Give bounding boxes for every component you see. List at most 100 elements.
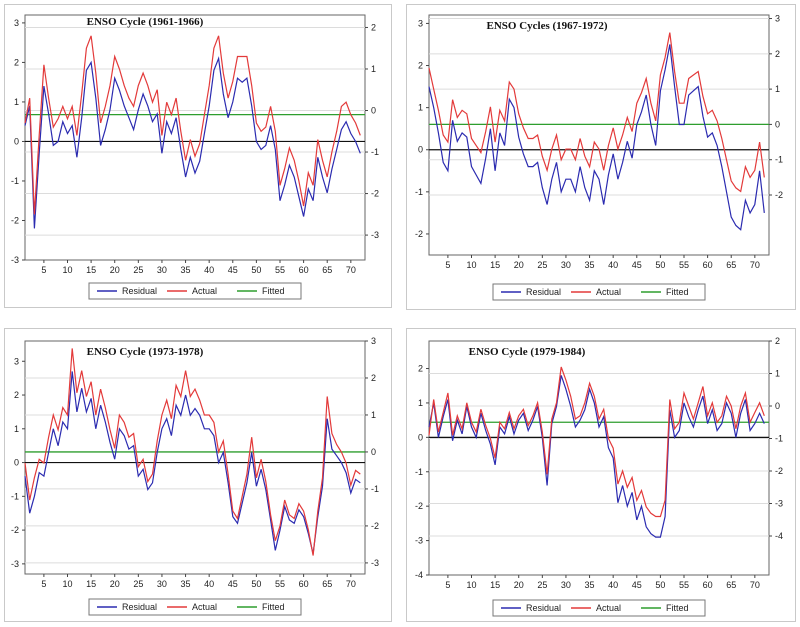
right-axis-tick-label: 0: [775, 401, 780, 411]
left-axis-tick-label: 2: [14, 390, 19, 400]
chart-title: ENSO Cycles (1967-1972): [487, 20, 608, 32]
right-axis-tick-label: -3: [371, 558, 379, 568]
x-axis-tick-label: 35: [181, 579, 191, 589]
x-axis-tick-label: 45: [228, 265, 238, 275]
x-axis-tick-label: 5: [445, 580, 450, 590]
right-axis-tick-label: -2: [371, 521, 379, 531]
left-axis-tick-label: 2: [14, 57, 19, 67]
x-axis-tick-label: 45: [228, 579, 238, 589]
x-axis-tick-label: 35: [585, 580, 595, 590]
right-axis-tick-label: -1: [371, 484, 379, 494]
right-axis-tick-label: 3: [371, 336, 376, 346]
legend: [492, 283, 706, 301]
legend-label-actual: Actual: [192, 286, 217, 296]
x-axis-tick-label: 40: [204, 265, 214, 275]
legend: [88, 282, 302, 300]
right-axis-tick-label: 0: [775, 119, 780, 129]
x-axis-tick-label: 15: [86, 579, 96, 589]
left-axis-tick-label: 1: [14, 424, 19, 434]
right-axis-tick-label: -1: [775, 155, 783, 165]
x-axis-tick-label: 60: [703, 580, 713, 590]
right-axis-tick-label: -2: [775, 190, 783, 200]
left-axis-tick-label: 0: [418, 145, 423, 155]
right-axis-tick-label: -3: [371, 230, 379, 240]
legend-label-residual: Residual: [526, 287, 561, 297]
x-axis-tick-label: 25: [133, 579, 143, 589]
residual-series-line: [24, 371, 361, 554]
chart-panel-1967-1972: -2 -1 0 1 2 3 -2 -1 0 1 2 3 5 10 15 20 25 30 35 40 45 50 55 60 6…: [406, 4, 796, 310]
x-axis-tick-label: 20: [514, 260, 524, 270]
x-axis-tick-label: 55: [275, 265, 285, 275]
x-axis-tick-label: 40: [608, 260, 618, 270]
right-axis-tick-label: -1: [775, 434, 783, 444]
right-axis-tick-label: 1: [371, 64, 376, 74]
chart-title: ENSO Cycle (1973-1978): [87, 346, 204, 358]
right-axis-tick-label: 1: [775, 84, 780, 94]
right-axis-tick-label: 2: [775, 336, 780, 346]
x-axis-tick-label: 35: [585, 260, 595, 270]
left-axis-tick-label: 2: [418, 61, 423, 71]
left-axis-tick-label: -2: [415, 229, 423, 239]
x-axis-tick-label: 30: [157, 265, 167, 275]
left-axis-tick-label: -2: [11, 525, 19, 535]
x-axis-tick-label: 5: [41, 265, 46, 275]
legend-label-actual: Actual: [596, 287, 621, 297]
left-axis-tick-label: -1: [415, 467, 423, 477]
x-axis-tick-label: 70: [346, 579, 356, 589]
x-axis-tick-label: 60: [299, 579, 309, 589]
x-axis-tick-label: 50: [655, 260, 665, 270]
x-axis-tick-label: 5: [445, 260, 450, 270]
left-axis-tick-label: -1: [415, 187, 423, 197]
legend-label-fitted: Fitted: [262, 286, 285, 296]
right-axis-tick-label: 0: [371, 447, 376, 457]
left-axis-tick-label: -2: [11, 215, 19, 225]
x-axis-tick-label: 40: [204, 579, 214, 589]
left-axis-tick-label: -3: [415, 536, 423, 546]
x-axis-tick-label: 40: [608, 580, 618, 590]
left-axis-tick-label: 3: [14, 18, 19, 28]
actual-series-line: [24, 35, 361, 215]
x-axis-tick-label: 70: [750, 260, 760, 270]
x-axis-tick-label: 10: [62, 579, 72, 589]
left-axis-tick-label: -4: [415, 570, 423, 580]
x-axis-tick-label: 30: [157, 579, 167, 589]
right-axis-tick-label: 1: [371, 410, 376, 420]
left-axis-tick-label: -3: [11, 255, 19, 265]
residual-series-line: [24, 56, 361, 229]
right-axis-tick-label: -1: [371, 147, 379, 157]
x-axis-tick-label: 35: [181, 265, 191, 275]
left-axis-tick-label: 1: [14, 97, 19, 107]
left-axis-tick-label: 1: [418, 103, 423, 113]
right-axis-tick-label: -2: [775, 466, 783, 476]
x-axis-tick-label: 50: [655, 580, 665, 590]
x-axis-tick-label: 50: [251, 579, 261, 589]
left-axis-tick-label: 3: [418, 18, 423, 28]
left-axis-tick-label: -3: [11, 559, 19, 569]
right-axis-tick-label: 2: [371, 22, 376, 32]
left-axis-tick-label: -1: [11, 176, 19, 186]
x-axis-tick-label: 65: [726, 580, 736, 590]
x-axis-tick-label: 55: [275, 579, 285, 589]
left-axis-tick-label: -1: [11, 491, 19, 501]
x-axis-tick-label: 45: [632, 260, 642, 270]
legend-label-actual: Actual: [192, 602, 217, 612]
x-axis-tick-label: 25: [537, 260, 547, 270]
x-axis-tick-label: 25: [537, 580, 547, 590]
x-axis-tick-label: 65: [726, 260, 736, 270]
x-axis-tick-label: 60: [299, 265, 309, 275]
left-axis-tick-label: 0: [14, 458, 19, 468]
x-axis-tick-label: 65: [322, 579, 332, 589]
x-axis-tick-label: 15: [86, 265, 96, 275]
x-axis-tick-label: 55: [679, 580, 689, 590]
x-axis-tick-label: 70: [346, 265, 356, 275]
legend-label-fitted: Fitted: [262, 602, 285, 612]
actual-series-line: [24, 348, 361, 556]
plot-area: [24, 340, 366, 575]
chart-panel-1973-1978: -3 -2 -1 0 1 2 3 -3 -2 -1 0 1 2 3 5 10 15 20 25 30 35 40 45 50 5…: [4, 328, 392, 622]
x-axis-tick-label: 70: [750, 580, 760, 590]
x-axis-tick-label: 10: [466, 580, 476, 590]
legend-label-fitted: Fitted: [666, 287, 689, 297]
